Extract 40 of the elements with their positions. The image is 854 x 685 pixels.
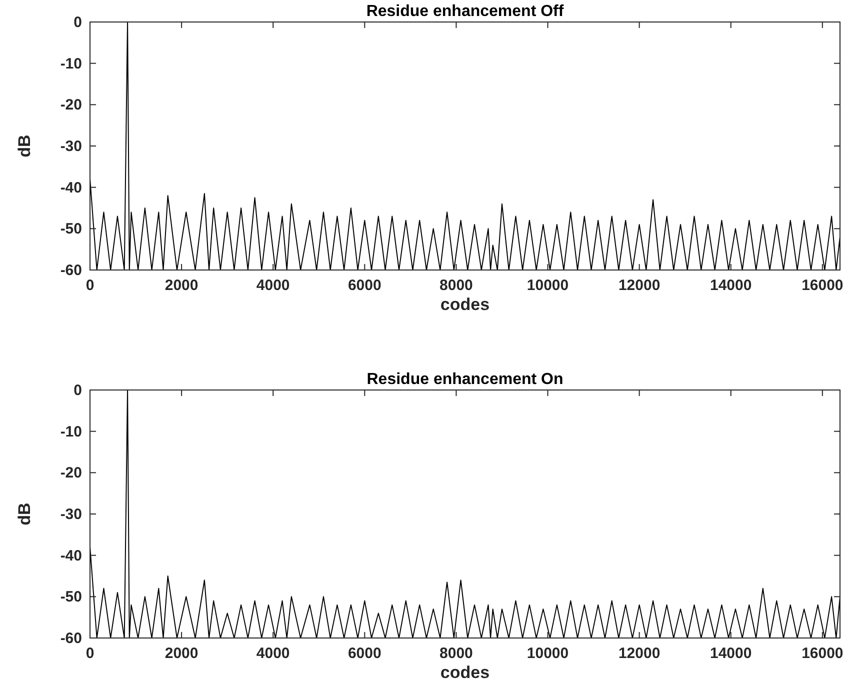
y-tick-label: -50 bbox=[60, 220, 82, 238]
x-tick-label: 10000 bbox=[526, 277, 569, 294]
x-tick-label: 6000 bbox=[348, 645, 382, 662]
x-tick-label: 12000 bbox=[618, 645, 660, 662]
x-tick-label: 8000 bbox=[440, 645, 473, 662]
y-axis-title: dB bbox=[15, 502, 34, 526]
x-tick-label: 16000 bbox=[802, 645, 844, 662]
x-tick-label: 14000 bbox=[710, 645, 752, 662]
x-tick-label: 12000 bbox=[618, 277, 660, 294]
line-series bbox=[90, 390, 840, 638]
y-tick-label: -30 bbox=[60, 138, 82, 155]
y-tick-label: -40 bbox=[60, 547, 82, 564]
y-tick-label: -10 bbox=[60, 423, 82, 440]
chart-title: Residue enhancement Off bbox=[366, 3, 564, 20]
line-series bbox=[90, 22, 840, 270]
y-tick-label: -50 bbox=[60, 588, 82, 606]
y-axis-title: dB bbox=[15, 134, 34, 158]
x-tick-label: 14000 bbox=[710, 277, 752, 294]
x-tick-label: 4000 bbox=[256, 645, 290, 662]
x-tick-label: 2000 bbox=[164, 645, 198, 662]
y-tick-label: -60 bbox=[60, 630, 82, 647]
x-tick-label: 8000 bbox=[440, 277, 473, 294]
y-tick-label: -10 bbox=[60, 55, 82, 72]
x-axis-title: codes bbox=[440, 663, 490, 682]
y-tick-label: -30 bbox=[60, 506, 82, 523]
x-tick-label: 10000 bbox=[526, 645, 569, 662]
y-tick-label: -20 bbox=[60, 464, 82, 482]
chart-title: Residue enhancement On bbox=[366, 371, 564, 388]
y-tick-label: -20 bbox=[60, 96, 82, 114]
y-tick-label: -60 bbox=[60, 262, 82, 279]
y-tick-label: 0 bbox=[74, 382, 82, 399]
x-tick-label: 2000 bbox=[164, 277, 198, 294]
x-axis-title: codes bbox=[440, 295, 490, 314]
x-tick-label: 0 bbox=[86, 645, 94, 662]
x-tick-label: 6000 bbox=[348, 277, 382, 294]
x-tick-label: 4000 bbox=[256, 277, 290, 294]
x-tick-label: 0 bbox=[86, 277, 94, 294]
x-tick-label: 16000 bbox=[802, 277, 844, 294]
y-tick-label: -40 bbox=[60, 179, 82, 196]
y-tick-label: 0 bbox=[74, 14, 82, 31]
